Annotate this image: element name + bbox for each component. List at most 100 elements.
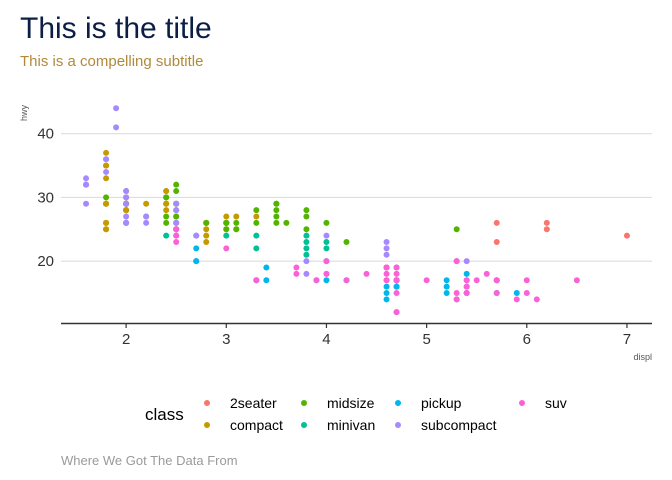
point-suv — [453, 290, 460, 297]
legend-item-compact: compact — [204, 417, 283, 433]
point-pickup — [193, 258, 200, 265]
point-suv — [253, 277, 260, 284]
legend-key-pickup — [395, 400, 401, 406]
point-midsize — [233, 219, 240, 226]
point-suv — [493, 290, 500, 297]
point-suv — [423, 277, 430, 284]
point-suv — [533, 296, 540, 303]
point-suv — [473, 277, 480, 284]
point-2seater — [543, 226, 550, 233]
point-compact — [103, 219, 110, 226]
point-suv — [573, 277, 580, 284]
point-suv — [323, 270, 330, 277]
point-suv — [323, 258, 330, 265]
point-pickup — [443, 277, 450, 284]
point-midsize — [273, 200, 280, 207]
legend-title: class — [145, 405, 184, 424]
point-midsize — [173, 213, 180, 220]
point-pickup — [193, 245, 200, 252]
point-subcompact — [123, 213, 130, 220]
legend-key-midsize — [301, 400, 307, 406]
point-minivan — [223, 232, 230, 239]
point-midsize — [253, 207, 260, 214]
point-subcompact — [83, 200, 90, 207]
point-midsize — [103, 194, 110, 201]
point-subcompact — [463, 258, 470, 265]
point-subcompact — [123, 219, 130, 226]
legend-item-suv: suv — [519, 395, 567, 411]
point-midsize — [163, 213, 170, 220]
point-pickup — [263, 264, 270, 271]
point-subcompact — [123, 188, 130, 195]
point-subcompact — [143, 219, 150, 226]
point-minivan — [323, 245, 330, 252]
point-suv — [393, 309, 400, 316]
point-compact — [103, 200, 110, 207]
point-compact — [203, 226, 210, 233]
x-tick-label: 6 — [523, 331, 531, 348]
point-compact — [163, 207, 170, 214]
point-pickup — [263, 277, 270, 284]
legend: class 2seater compact midsize minivan pickup… — [145, 395, 567, 433]
series-midsize — [103, 181, 460, 246]
point-pickup — [443, 290, 450, 297]
series-suv — [173, 226, 580, 316]
y-axis-title: hwy — [19, 105, 29, 122]
point-suv — [523, 277, 530, 284]
point-midsize — [173, 188, 180, 195]
point-suv — [453, 296, 460, 303]
point-midsize — [323, 219, 330, 226]
point-minivan — [163, 232, 170, 239]
point-suv — [223, 245, 230, 252]
point-suv — [523, 290, 530, 297]
point-minivan — [303, 239, 310, 246]
point-suv — [463, 290, 470, 297]
point-subcompact — [123, 194, 130, 201]
point-midsize — [273, 213, 280, 220]
point-suv — [493, 277, 500, 284]
point-suv — [483, 270, 490, 277]
point-compact — [253, 213, 260, 220]
point-midsize — [163, 194, 170, 201]
point-suv — [173, 232, 180, 239]
point-pickup — [383, 283, 390, 290]
x-axis-ticks: 2 3 4 5 6 7 — [122, 324, 631, 348]
point-suv — [393, 270, 400, 277]
point-subcompact — [113, 105, 120, 112]
legend-key-minivan — [301, 422, 307, 428]
x-tick-label: 3 — [222, 331, 230, 348]
point-minivan — [323, 239, 330, 246]
x-axis-title: displ — [633, 352, 652, 362]
point-subcompact — [173, 207, 180, 214]
point-compact — [163, 200, 170, 207]
point-suv — [293, 264, 300, 271]
point-minivan — [253, 232, 260, 239]
legend-key-suv — [519, 400, 525, 406]
legend-items: 2seater compact midsize minivan pickup subcom… — [204, 395, 567, 433]
y-axis-ticks: 20 30 40 — [37, 126, 54, 270]
point-subcompact — [323, 232, 330, 239]
point-pickup — [383, 296, 390, 303]
point-midsize — [283, 219, 290, 226]
point-suv — [363, 270, 370, 277]
point-suv — [393, 277, 400, 284]
point-pickup — [383, 290, 390, 297]
point-subcompact — [383, 251, 390, 258]
data-points — [83, 105, 630, 316]
point-subcompact — [103, 156, 110, 163]
point-compact — [143, 200, 150, 207]
legend-key-compact — [204, 422, 210, 428]
point-subcompact — [303, 270, 310, 277]
point-suv — [453, 258, 460, 265]
point-suv — [173, 239, 180, 246]
point-compact — [123, 207, 130, 214]
point-suv — [293, 270, 300, 277]
point-compact — [223, 213, 230, 220]
point-pickup — [443, 283, 450, 290]
point-suv — [393, 290, 400, 297]
chart-caption: Where We Got The Data From — [61, 453, 238, 468]
point-suv — [463, 283, 470, 290]
legend-label-compact: compact — [230, 417, 283, 433]
legend-label-minivan: minivan — [327, 417, 375, 433]
point-compact — [103, 175, 110, 182]
